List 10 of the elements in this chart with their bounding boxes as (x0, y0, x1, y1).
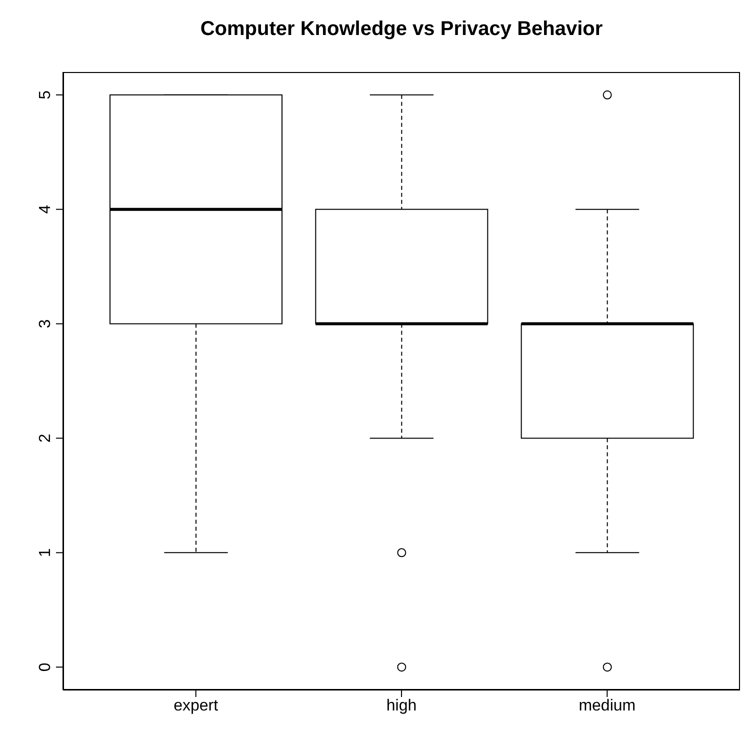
y-tick-label: 3 (37, 319, 54, 328)
x-tick-label: high (386, 697, 417, 714)
y-tick-label: 4 (37, 204, 54, 214)
chart-title: Computer Knowledge vs Privacy Behavior (199, 18, 604, 41)
x-tick-label: expert (174, 697, 219, 714)
y-tick-label: 5 (37, 90, 54, 100)
y-tick-label: 1 (37, 548, 54, 558)
x-tick-label: medium (578, 697, 636, 714)
y-tick-label: 2 (37, 434, 54, 443)
y-tick-label: 0 (37, 662, 54, 672)
